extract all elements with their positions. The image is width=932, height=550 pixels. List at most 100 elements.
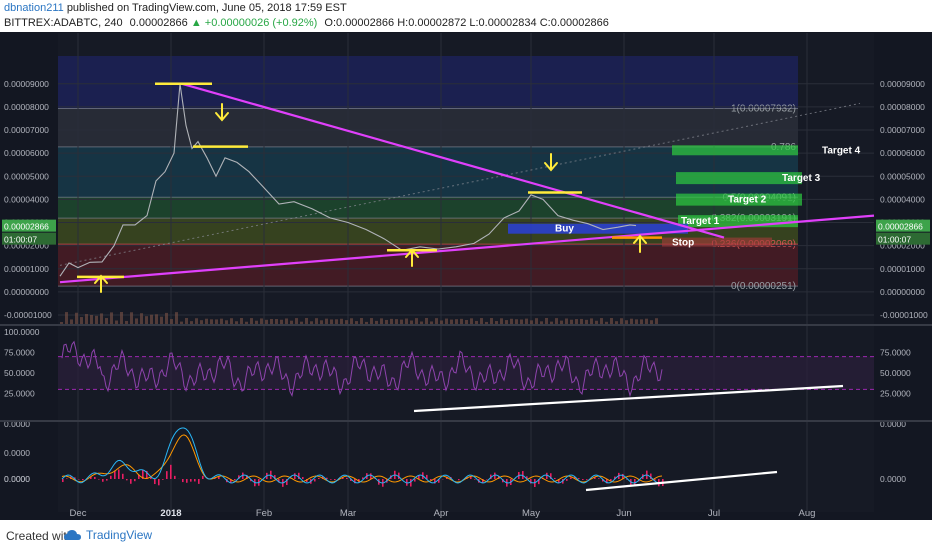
- volume-bar: [605, 321, 608, 324]
- tradingview-link[interactable]: TradingView: [64, 528, 152, 542]
- volume-bar: [95, 315, 98, 324]
- y-tick-right-10: -0.00001000: [880, 310, 928, 320]
- target-3-box: [676, 172, 802, 185]
- volume-bar: [140, 313, 143, 324]
- fib-label-5: 0(0.00000251): [731, 281, 796, 292]
- volume-bar: [655, 318, 658, 324]
- macd-histogram-bar: [434, 479, 436, 484]
- price-tag-left: [2, 219, 56, 232]
- macd-histogram-bar: [186, 479, 188, 483]
- chart-area[interactable]: 1(0.00007932)0.7860.5(0.00004091)0.382(0…: [0, 32, 932, 520]
- publish-line: dbnation211 published on TradingView.com…: [4, 2, 347, 14]
- macd-histogram-bar: [490, 474, 492, 479]
- y-tick-left-3: 0.00006000: [4, 148, 49, 158]
- macd-histogram-bar: [526, 476, 528, 479]
- volume-bar: [315, 318, 318, 324]
- macd-histogram-bar: [154, 479, 156, 485]
- volume-bar: [200, 320, 203, 324]
- macd-histogram-bar: [294, 473, 296, 479]
- countdown-right: 01:00:07: [878, 235, 911, 245]
- x-tick-4: Apr: [434, 508, 449, 519]
- macd-histogram-bar: [250, 479, 252, 482]
- macd-histogram-bar: [502, 479, 504, 483]
- volume-bar: [305, 318, 308, 324]
- volume-bar: [645, 318, 648, 324]
- author-link[interactable]: dbnation211: [4, 2, 64, 14]
- volume-bar: [615, 321, 618, 324]
- volume-bar: [65, 312, 68, 324]
- volume-bar: [350, 318, 353, 324]
- volume-bar: [70, 319, 73, 324]
- volume-bar: [450, 319, 453, 324]
- macd-histogram-bar: [118, 469, 120, 479]
- volume-bar: [185, 318, 188, 324]
- chart-header: dbnation211 published on TradingView.com…: [0, 0, 932, 32]
- volume-bar: [585, 319, 588, 324]
- volume-bar: [425, 318, 428, 324]
- volume-bar: [215, 319, 218, 324]
- volume-bar: [555, 318, 558, 324]
- fib-band-0: [58, 56, 798, 109]
- current-price-left: 0.00002866: [4, 222, 49, 232]
- x-tick-7: Jul: [708, 508, 720, 519]
- symbol-line: BITTREX:ADABTC, 240 0.00002866 ▲ +0.0000…: [4, 17, 609, 29]
- buy-zone: [508, 223, 688, 234]
- macd-histogram-bar: [106, 479, 108, 481]
- macd-pane: [58, 422, 874, 512]
- volume-bar: [100, 313, 103, 324]
- macd-histogram-bar: [330, 479, 332, 480]
- volume-bar: [75, 312, 78, 324]
- macd-histogram-bar: [374, 478, 376, 479]
- volume-bar: [560, 320, 563, 324]
- y-tick-right-5: 0.00004000: [880, 194, 925, 204]
- fib-band-3: [58, 197, 798, 219]
- rsi-tick-right-0: 75.0000: [880, 348, 911, 358]
- macd-histogram-bar: [90, 476, 92, 479]
- volume-bar: [190, 321, 193, 324]
- volume-bar: [650, 320, 653, 324]
- macd-histogram-bar: [162, 479, 164, 480]
- volume-bar: [150, 314, 153, 324]
- volume-bar: [245, 321, 248, 324]
- volume-bar: [160, 316, 163, 324]
- macd-histogram-bar: [558, 479, 560, 483]
- fib-band-1: [58, 108, 798, 147]
- macd-histogram-bar: [130, 479, 132, 484]
- macd-histogram-bar: [158, 479, 160, 486]
- macd-tick-right-1: 0.0000: [880, 474, 906, 484]
- macd-histogram-bar: [238, 475, 240, 479]
- macd-histogram-bar: [306, 479, 308, 483]
- volume-bar: [130, 312, 133, 324]
- up-arrow-icon: ▲: [190, 17, 202, 29]
- x-tick-6: Jun: [616, 508, 631, 519]
- target-3-label: Target 3: [782, 173, 821, 184]
- volume-bar: [630, 318, 633, 324]
- volume-bar: [375, 320, 378, 324]
- volume-bar: [320, 320, 323, 324]
- volume-bar: [250, 318, 253, 324]
- x-tick-2: Feb: [256, 508, 272, 519]
- macd-histogram-bar: [66, 478, 68, 479]
- macd-histogram-bar: [82, 479, 84, 481]
- chart-svg[interactable]: 1(0.00007932)0.7860.5(0.00004091)0.382(0…: [0, 32, 932, 520]
- rsi-tick-left-2: 50.0000: [4, 368, 35, 378]
- stop-zone: [662, 237, 772, 247]
- macd-histogram-bar: [182, 479, 184, 483]
- volume-bar: [395, 319, 398, 324]
- y-tick-left-9: 0.00000000: [4, 287, 49, 297]
- countdown-tag-right: [876, 232, 930, 245]
- macd-histogram-bar: [98, 479, 100, 480]
- volume-bar: [445, 318, 448, 324]
- price-change: +0.00000026 (+0.92%): [204, 17, 318, 29]
- volume-bar: [60, 322, 63, 324]
- countdown-left: 01:00:07: [4, 235, 37, 245]
- volume-bar: [210, 319, 213, 324]
- countdown-tag-left: [2, 232, 56, 245]
- ohlc-values: O:0.00002866 H:0.00002872 L:0.00002834 C…: [324, 17, 609, 29]
- y-tick-right-1: 0.00008000: [880, 102, 925, 112]
- macd-histogram-bar: [94, 476, 96, 479]
- fib-label-0: 1(0.00007932): [731, 103, 796, 114]
- tradingview-cloud-icon: [64, 530, 81, 540]
- y-tick-right-4: 0.00005000: [880, 171, 925, 181]
- volume-bar: [480, 318, 483, 324]
